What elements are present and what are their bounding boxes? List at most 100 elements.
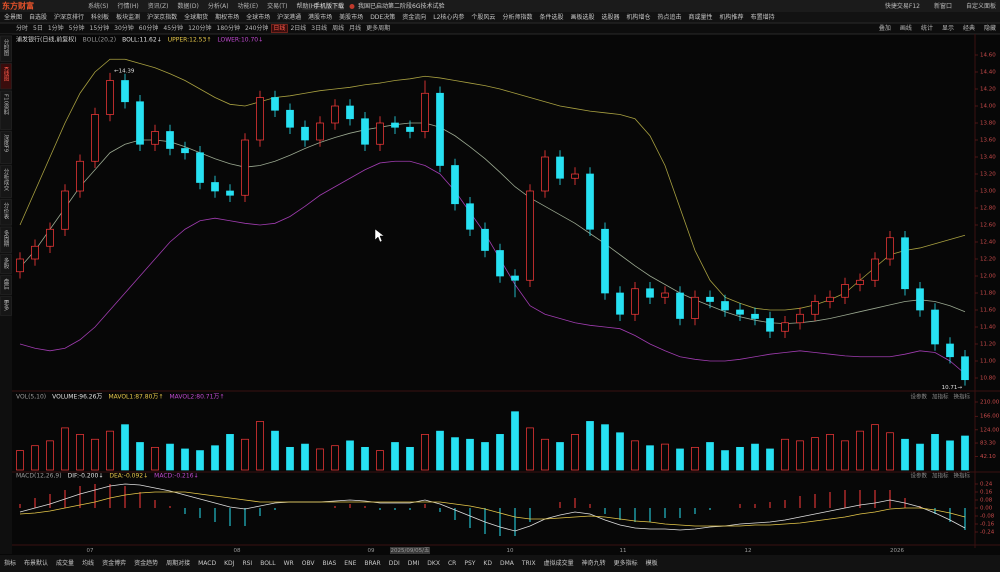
menu-item[interactable]: 功能(E): [238, 2, 258, 10]
indicator-tab[interactable]: 虚拟成交量: [544, 559, 574, 567]
indicator-tab[interactable]: 指标: [4, 559, 16, 567]
panel-tool[interactable]: 加指标: [932, 472, 949, 480]
panel-tool[interactable]: 换指标: [953, 472, 970, 480]
side-tab-bg[interactable]: [0, 296, 12, 316]
panel-tool[interactable]: 设参数: [910, 472, 927, 480]
indicator-tab[interactable]: 资金博弈: [102, 559, 126, 567]
nav-item[interactable]: 选股器: [601, 13, 619, 21]
period-tab[interactable]: 5日: [33, 25, 43, 32]
nav-item[interactable]: 商或量性: [689, 13, 713, 21]
period-tab[interactable]: 5分钟: [69, 24, 85, 32]
period-tab[interactable]: 120分钟: [188, 24, 211, 32]
side-tab[interactable]: 盘后: [3, 277, 10, 291]
side-tab[interactable]: K线图: [3, 67, 10, 83]
indicator-tab[interactable]: 成交量: [56, 559, 74, 567]
nav-item[interactable]: DDE决策: [370, 13, 395, 21]
side-tab-bg[interactable]: [0, 275, 12, 295]
period-tab[interactable]: 月线: [349, 24, 361, 32]
nav-item[interactable]: 美股市场: [339, 13, 363, 21]
period-tab[interactable]: 更多周期: [366, 24, 390, 32]
menu-item[interactable]: 系统(S): [88, 2, 109, 10]
side-tab[interactable]: 更多: [3, 299, 10, 312]
menu-item[interactable]: 分析(A): [208, 2, 229, 10]
period-tab[interactable]: 1分钟: [48, 24, 64, 32]
indicator-tab[interactable]: BOLL: [260, 560, 276, 567]
menu-item[interactable]: 交易(T): [267, 2, 287, 10]
period-tab[interactable]: 2日线: [290, 24, 306, 32]
menu-item[interactable]: 帮助(H): [296, 2, 317, 10]
period-tab[interactable]: 240分钟: [245, 24, 268, 32]
side-tab-bg[interactable]: [0, 63, 12, 90]
nav-item[interactable]: 板块监测: [116, 13, 140, 21]
nav-item[interactable]: 全球期货: [184, 13, 208, 21]
indicator-tab[interactable]: 周期对接: [166, 559, 190, 567]
nav-item[interactable]: 条件选股: [539, 13, 563, 21]
side-tab[interactable]: 多股: [3, 256, 10, 270]
indicator-tab[interactable]: OBV: [302, 560, 316, 567]
indicator-tab[interactable]: ENE: [344, 560, 356, 567]
indicator-tab[interactable]: DDI: [389, 560, 400, 567]
indicator-tab[interactable]: 神奇九转: [582, 559, 606, 567]
download-label[interactable]: 手机版下载: [314, 2, 344, 10]
tool-button[interactable]: 显示: [942, 25, 954, 32]
side-tab[interactable]: 深度F9: [3, 133, 10, 152]
nav-item[interactable]: 热点追击: [658, 13, 682, 21]
period-tab[interactable]: 分时: [16, 24, 28, 32]
tool-button[interactable]: 叠加: [879, 24, 891, 32]
panel-tool[interactable]: 换指标: [953, 393, 970, 401]
indicator-tab[interactable]: KDJ: [224, 560, 235, 567]
tool-button[interactable]: 画线: [900, 24, 912, 32]
period-tab[interactable]: 周线: [332, 24, 344, 32]
side-tab[interactable]: 多周期: [3, 229, 10, 248]
indicator-tab[interactable]: MACD: [198, 560, 216, 567]
nav-item[interactable]: 分析师指数: [502, 13, 532, 21]
indicator-tab[interactable]: WR: [284, 560, 294, 567]
nav-item[interactable]: 自选股: [29, 13, 47, 21]
period-tab[interactable]: 日线: [273, 24, 285, 32]
indicator-tab[interactable]: BIAS: [322, 560, 336, 567]
side-tab-bg[interactable]: [0, 90, 12, 130]
window-action[interactable]: 新窗口: [934, 2, 952, 10]
menu-item[interactable]: 资讯(Z): [148, 2, 169, 10]
nav-item[interactable]: 科创板: [91, 13, 109, 21]
nav-item[interactable]: 个股风云: [471, 14, 495, 21]
tool-button[interactable]: 隐藏: [984, 24, 996, 32]
indicator-tab[interactable]: 均线: [82, 559, 94, 567]
menu-item[interactable]: 行情(H): [118, 2, 139, 10]
tool-button[interactable]: 统计: [921, 24, 933, 32]
nav-item[interactable]: 机构推荐: [720, 13, 744, 21]
panel-tool[interactable]: 加指标: [932, 393, 949, 401]
side-tab-bg[interactable]: [0, 165, 12, 198]
window-action[interactable]: 自定义面板: [966, 2, 996, 10]
tool-button[interactable]: 经典: [963, 24, 975, 32]
download-button[interactable]: [302, 3, 344, 10]
indicator-tab[interactable]: RSI: [242, 560, 252, 567]
side-tab[interactable]: 分时图: [3, 38, 10, 57]
nav-item[interactable]: L2核心内参: [433, 13, 464, 21]
period-tab[interactable]: 15分钟: [90, 24, 110, 32]
nav-item[interactable]: 全景图: [4, 13, 22, 21]
indicator-tab[interactable]: PSY: [464, 560, 475, 567]
indicator-tab[interactable]: DMA: [500, 560, 515, 567]
nav-item[interactable]: 沪深港通: [277, 13, 301, 21]
nav-item[interactable]: 沪深京指数: [147, 13, 177, 21]
nav-item[interactable]: 画板选股: [570, 13, 594, 21]
indicator-tab[interactable]: 模板: [646, 559, 658, 567]
indicator-tab[interactable]: 布景默认: [24, 559, 48, 567]
nav-item[interactable]: 期权市场: [215, 13, 239, 21]
nav-item[interactable]: 全球市场: [246, 13, 270, 21]
nav-item[interactable]: 机构增仓: [627, 13, 651, 21]
indicator-tab[interactable]: KD: [483, 560, 492, 567]
indicator-tab[interactable]: 更多指标: [614, 559, 638, 567]
side-tab-bg[interactable]: [0, 226, 12, 253]
indicator-tab[interactable]: CR: [448, 560, 456, 567]
side-tab-bg[interactable]: [0, 199, 12, 226]
menu-item[interactable]: 数据(D): [178, 2, 199, 10]
side-tab[interactable]: 分析成交: [3, 167, 10, 192]
indicator-tab[interactable]: DKX: [427, 560, 440, 567]
indicator-tab[interactable]: TRIX: [521, 560, 536, 567]
period-tab[interactable]: 45分钟: [163, 24, 183, 32]
indicator-tab[interactable]: 资金趋势: [134, 559, 158, 567]
news-ticker[interactable]: 我国已启动第二阶段6G技术试验: [358, 2, 444, 10]
period-tab[interactable]: 60分钟: [139, 24, 159, 32]
